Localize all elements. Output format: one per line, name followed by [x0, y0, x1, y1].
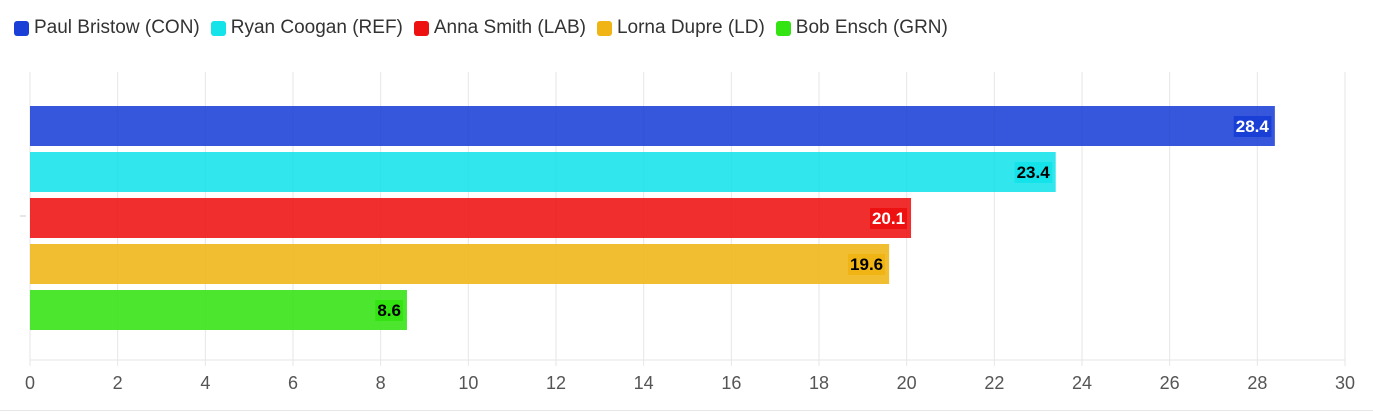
data-label-3: 19.6: [850, 255, 883, 274]
x-tick-label: 12: [546, 373, 566, 393]
data-label-2: 20.1: [872, 209, 905, 228]
bar-1[interactable]: [30, 152, 1056, 192]
x-tick-label: 8: [376, 373, 386, 393]
legend-item-grn[interactable]: Bob Ensch (GRN): [775, 17, 948, 39]
legend-label-ref: Ryan Coogan (REF): [230, 17, 403, 38]
chart-legend: Paul Bristow (CON) Ryan Coogan (REF) Ann…: [14, 17, 959, 39]
x-tick-label: 26: [1160, 373, 1180, 393]
data-label-4: 8.6: [377, 301, 401, 320]
bar-2[interactable]: [30, 198, 912, 238]
x-tick-label: 30: [1335, 373, 1355, 393]
x-tick-label: 22: [984, 373, 1004, 393]
bars: [30, 106, 1275, 330]
data-label-bg-0: [1233, 116, 1272, 137]
legend-swatch-grn: [775, 20, 791, 36]
x-tick-label: 14: [634, 373, 654, 393]
x-tick-label: 28: [1247, 373, 1267, 393]
legend-swatch-ld: [596, 20, 612, 36]
legend-label-con: Paul Bristow (CON): [34, 17, 200, 38]
x-tick-label: 10: [458, 373, 478, 393]
data-label-bg-1: [1014, 162, 1053, 183]
bar-4[interactable]: [30, 290, 407, 330]
legend-item-ref[interactable]: Ryan Coogan (REF): [210, 17, 403, 39]
x-tick-label: 20: [897, 373, 917, 393]
legend-label-grn: Bob Ensch (GRN): [795, 17, 948, 38]
x-axis-ticks: 0 2 4 6 8 10 12 14 16 18 20 22 24 26 28 30: [25, 373, 1355, 393]
data-label-bg-3: [848, 254, 886, 275]
data-labels: 28.4 23.4 20.1 19.6 8.6: [375, 116, 1272, 321]
bar-3[interactable]: [30, 244, 890, 284]
x-tick-label: 18: [809, 373, 829, 393]
data-label-bg-4: [375, 300, 403, 321]
legend-swatch-con: [14, 20, 29, 36]
legend-item-con[interactable]: Paul Bristow (CON): [14, 17, 200, 39]
x-tick-label: 24: [1072, 373, 1092, 393]
data-label-0: 28.4: [1236, 117, 1270, 136]
bottom-divider: [0, 410, 1373, 411]
x-tick-label: 6: [288, 373, 298, 393]
legend-label-ld: Lorna Dupre (LD): [616, 17, 765, 38]
x-tick-label: 16: [721, 373, 741, 393]
x-tick-label: 0: [25, 373, 35, 393]
legend-swatch-lab: [413, 20, 429, 36]
data-label-bg-2: [869, 208, 908, 229]
legend-item-ld[interactable]: Lorna Dupre (LD): [596, 17, 765, 39]
legend-swatch-ref: [210, 20, 226, 36]
x-tick-label: 4: [200, 373, 210, 393]
bar-0[interactable]: [30, 106, 1275, 146]
legend-item-lab[interactable]: Anna Smith (LAB): [413, 17, 586, 39]
data-label-1: 23.4: [1017, 163, 1051, 182]
x-tick-label: 2: [113, 373, 123, 393]
legend-label-lab: Anna Smith (LAB): [433, 17, 586, 38]
